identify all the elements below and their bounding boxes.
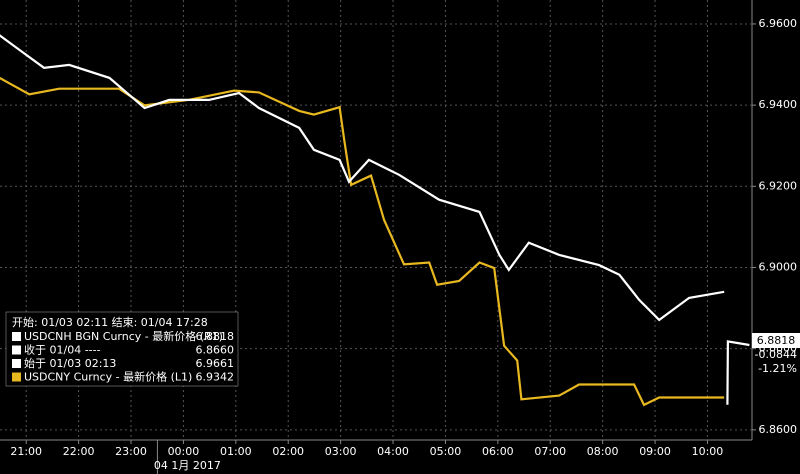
y2-tick-label: 6.9200 xyxy=(759,179,798,192)
legend-box xyxy=(5,311,239,387)
change: -0.0844 xyxy=(755,348,797,361)
x-tick-label: 10:00 xyxy=(692,445,724,458)
x-tick-label: 08:00 xyxy=(587,445,619,458)
y2-tick-label: 6.8800 xyxy=(759,342,798,355)
x-tick-label: 06:00 xyxy=(482,445,514,458)
date-label: 04 1月 2017 xyxy=(154,459,221,472)
x-tick-label: 21:00 xyxy=(10,445,42,458)
legend-label: USDCNH BGN Curncy - 最新价格 (R1) xyxy=(24,329,223,343)
y2-tick-label: 6.9000 xyxy=(759,260,798,273)
x-tick-label: 03:00 xyxy=(325,445,357,458)
legend-swatch xyxy=(12,345,21,355)
x-tick-label: 04:00 xyxy=(377,445,409,458)
legend: 开始: 01/03 02:11 结束: 01/04 17:28 USDCNH B… xyxy=(5,311,239,387)
change-pct: -1.21% xyxy=(758,362,797,375)
x-tick-label: 05:00 xyxy=(430,445,462,458)
y2-tick-label: 6.9600 xyxy=(759,17,798,30)
x-tick-label: 23:00 xyxy=(115,445,147,458)
legend-swatch xyxy=(12,332,21,341)
legend-label: USDCNY Curncy - 最新价格 (L1) xyxy=(24,370,192,384)
legend-label: 始于 01/03 02:13 xyxy=(24,356,116,370)
last-value-box xyxy=(752,333,800,348)
x-tick-label: 01:00 xyxy=(220,445,252,458)
legend-value: 6.8660 xyxy=(196,344,235,357)
legend-swatch xyxy=(12,359,21,368)
x-tick-label: 22:00 xyxy=(63,445,95,458)
legend-label: 收于 01/04 ---- xyxy=(24,343,101,357)
legend-header: 开始: 01/03 02:11 结束: 01/04 17:28 xyxy=(12,315,208,329)
legend-value: 6.9661 xyxy=(196,357,235,370)
legend-value: 6.8818 xyxy=(196,330,235,343)
x-tick-label: 07:00 xyxy=(534,445,566,458)
x-tick-label: 00:00 xyxy=(168,445,200,458)
x-tick-label: 02:00 xyxy=(272,445,304,458)
last-value: 6.8818 xyxy=(757,334,796,347)
y2-tick-label: 6.9400 xyxy=(759,98,798,111)
legend-value: 6.9342 xyxy=(196,371,235,384)
legend-swatch xyxy=(12,372,21,382)
series-line xyxy=(0,34,750,405)
y2-tick-label: 6.8600 xyxy=(759,423,798,436)
x-tick-label: 09:00 xyxy=(639,445,671,458)
